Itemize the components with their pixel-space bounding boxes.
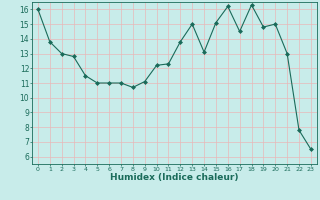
X-axis label: Humidex (Indice chaleur): Humidex (Indice chaleur): [110, 173, 239, 182]
